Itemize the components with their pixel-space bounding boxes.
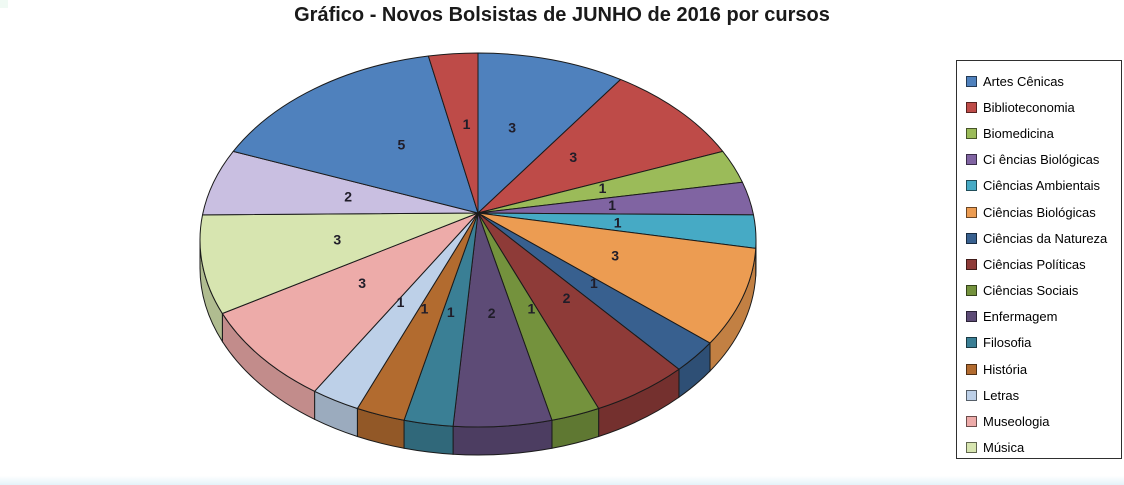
legend-item[interactable]: Música	[966, 435, 1121, 461]
legend-item[interactable]: Filosofia	[966, 330, 1121, 356]
pie-slice-value-label: 2	[344, 189, 352, 205]
pie-slice-value-label: 3	[569, 149, 577, 165]
chart-title: Gráfico - Novos Bolsistas de JUNHO de 20…	[294, 4, 830, 26]
pie-slice-value-label: 5	[398, 136, 406, 152]
window-bottom-edge	[0, 476, 1124, 485]
pie-slice[interactable]	[427, 52, 479, 214]
legend-swatch-icon	[966, 416, 977, 428]
pie-slice-value-label: 1	[447, 304, 455, 320]
legend-item[interactable]: História	[966, 356, 1121, 382]
pie-slice-value-label: 2	[488, 305, 496, 321]
pie-slice[interactable]	[232, 55, 479, 214]
legend-swatch-icon	[966, 206, 977, 218]
legend-item-label: Ciências Sociais	[983, 283, 1079, 299]
pie-slice-value-label: 1	[614, 215, 622, 231]
legend-swatch-icon	[966, 389, 977, 401]
legend: Artes Cênicas Biblioteconomia Biomedicin…	[956, 60, 1122, 459]
pie-slice[interactable]	[477, 52, 622, 214]
legend-swatch-icon	[966, 154, 977, 166]
legend-item-label: Museologia	[983, 414, 1050, 430]
legend-swatch-icon	[966, 363, 977, 375]
pie-slice-value-label: 1	[463, 116, 471, 132]
legend-item[interactable]: Biblioteconomia	[966, 94, 1121, 120]
legend-item-label: Ciências Ambientais	[983, 178, 1101, 194]
pie-slice-value-label: 3	[508, 119, 516, 135]
legend-item[interactable]: Ciências Sociais	[966, 278, 1121, 304]
legend-swatch-icon	[966, 232, 977, 244]
legend-item-label: Artes Cênicas	[983, 73, 1064, 89]
legend-item-label: Filosofia	[983, 335, 1032, 351]
legend-swatch-icon	[966, 180, 977, 192]
legend-item[interactable]: Ci ências Biológicas	[966, 147, 1121, 173]
legend-item-label: Música	[983, 440, 1025, 456]
pie-slice[interactable]	[221, 212, 479, 392]
legend-item[interactable]: Ciências Ambientais	[966, 173, 1121, 199]
legend-item-label: Biomedicina	[983, 125, 1054, 141]
legend-item[interactable]: Museologia	[966, 408, 1121, 434]
legend-swatch-icon	[966, 337, 977, 349]
legend-item[interactable]: Biomedicina	[966, 120, 1121, 146]
legend-item[interactable]: Ciências da Natureza	[966, 225, 1121, 251]
legend-swatch-icon	[966, 311, 977, 323]
legend-item-label: Ciências da Natureza	[983, 230, 1108, 246]
legend-swatch-icon	[966, 101, 977, 113]
pie-slice-value-label: 1	[599, 180, 607, 196]
corner-artifact	[0, 0, 8, 8]
pie-slice-value-label: 1	[397, 294, 405, 310]
pie-slice-value-label: 2	[563, 290, 571, 306]
legend-swatch-icon	[966, 127, 977, 139]
pie-slice-value-label: 1	[590, 275, 598, 291]
legend-item-label: Biblioteconomia	[983, 99, 1075, 115]
legend-swatch-icon	[966, 75, 977, 87]
pie-slice-value-label: 1	[608, 197, 616, 213]
legend-item-label: Enfermagem	[983, 309, 1058, 325]
legend-item-label: Ciências Biológicas	[983, 204, 1096, 220]
legend-item[interactable]: Artes Cênicas	[966, 68, 1121, 94]
legend-swatch-icon	[966, 285, 977, 297]
legend-item[interactable]: Enfermagem	[966, 304, 1121, 330]
pie-slice-value-label: 1	[421, 300, 429, 316]
legend-item-label: História	[983, 361, 1028, 377]
legend-item-label: Ci ências Biológicas	[983, 152, 1100, 168]
legend-swatch-icon	[966, 258, 977, 270]
legend-item[interactable]: Ciências Biológicas	[966, 199, 1121, 225]
legend-item[interactable]: Ciências Políticas	[966, 251, 1121, 277]
legend-item-label: Letras	[983, 387, 1020, 403]
legend-item-label: Ciências Políticas	[983, 256, 1086, 272]
pie-slice[interactable]	[477, 78, 724, 214]
pie-slice-value-label: 1	[528, 300, 536, 316]
legend-swatch-icon	[966, 442, 977, 454]
pie-slice[interactable]	[199, 212, 479, 314]
pie-slice-value-label: 3	[358, 275, 366, 291]
legend-item[interactable]: Letras	[966, 382, 1121, 408]
pie-slice[interactable]	[477, 212, 757, 344]
pie-slice-value-label: 3	[611, 247, 619, 263]
pie-slice-value-label: 3	[333, 231, 341, 247]
